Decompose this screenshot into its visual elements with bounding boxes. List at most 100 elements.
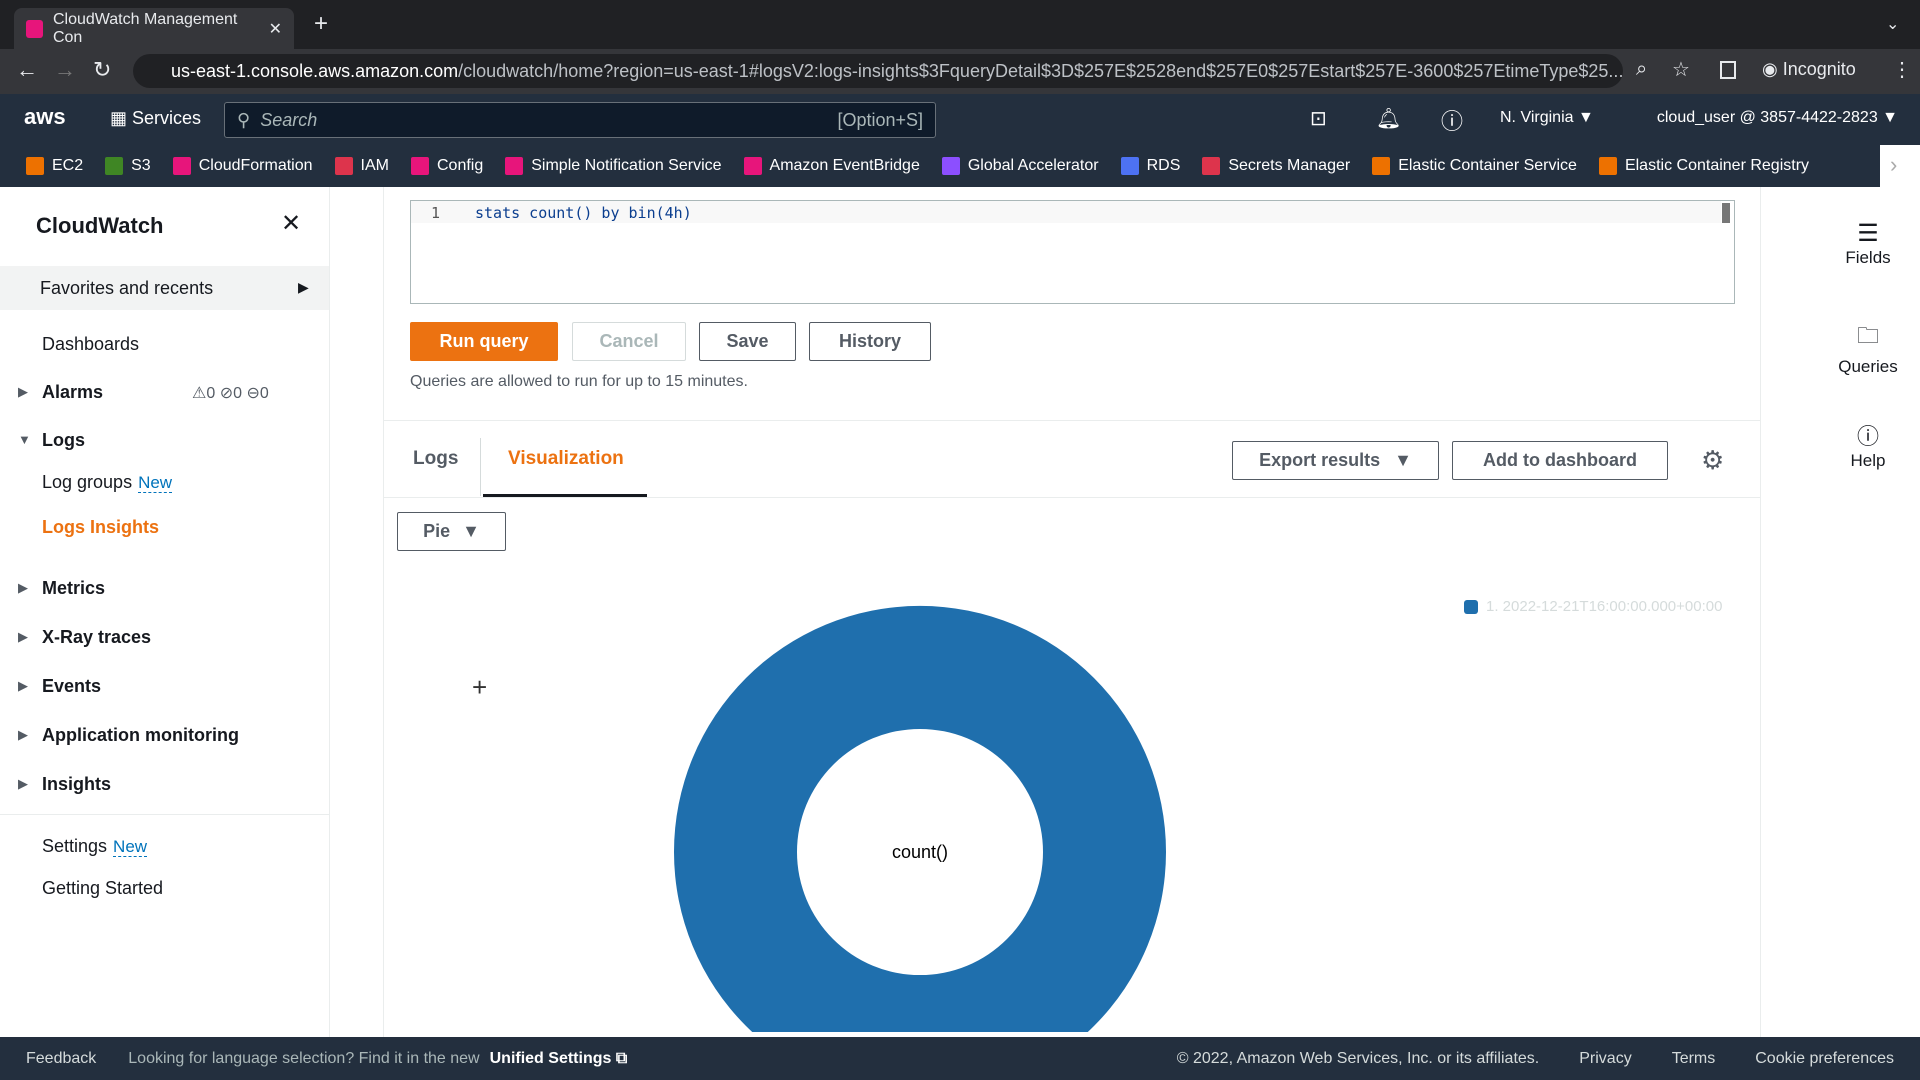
sidebar-item-xray[interactable]: X-Ray traces: [42, 627, 152, 647]
settings-gear-icon[interactable]: ⚙: [1701, 445, 1725, 475]
account-menu[interactable]: cloud_user @ 3857-4422-2823 ▼: [1656, 109, 1898, 126]
favorites-and-recents[interactable]: Favorites and recents ▶: [0, 266, 329, 310]
add-to-dashboard-button[interactable]: Add to dashboard: [1452, 441, 1668, 480]
main-content: [383, 187, 1761, 1037]
search-input[interactable]: ⚲ Search [Option+S]: [224, 102, 936, 138]
cloudshell-icon[interactable]: ⊡: [1310, 108, 1327, 130]
favorite-amazon-eventbridge[interactable]: Amazon EventBridge: [743, 157, 920, 175]
incognito-profile[interactable]: ◉ Incognito: [1762, 59, 1856, 79]
line-number: 1: [431, 204, 441, 222]
legend-item[interactable]: 1. 2022-12-21T16:00:00.000+00:00: [1464, 598, 1722, 615]
favorite-config[interactable]: Config: [410, 157, 483, 175]
crosshair-cursor-icon: +: [472, 672, 488, 702]
caret-down-icon: ▼: [462, 521, 480, 541]
favorite-rds[interactable]: RDS: [1120, 157, 1180, 175]
active-tab-indicator: [483, 494, 647, 497]
info-icon: ⓘ: [1856, 424, 1879, 449]
sidebar: CloudWatch ✕ Favorites and recents ▶ Dash…: [0, 187, 330, 1037]
sidebar-item-metrics[interactable]: Metrics: [42, 578, 106, 598]
pie-slice[interactable]: [674, 606, 1166, 1032]
service-icon: [1120, 157, 1139, 175]
sidebar-item-dashboards[interactable]: Dashboards: [42, 334, 140, 354]
fields-panel-button[interactable]: ☰ Fields: [1816, 219, 1920, 268]
language-note: Looking for language selection? Find it …: [128, 1049, 480, 1067]
favorite-elastic-container-service[interactable]: Elastic Container Service: [1372, 157, 1577, 175]
browser-menu-icon[interactable]: ⋮: [1892, 59, 1912, 81]
close-sidebar-icon[interactable]: ✕: [281, 210, 302, 237]
sidebar-item-log-groups[interactable]: Log groups New: [42, 472, 173, 493]
favorite-elastic-container-registry[interactable]: Elastic Container Registry: [1598, 157, 1809, 175]
sidebar-item-settings[interactable]: Settings New: [42, 836, 148, 857]
reload-icon[interactable]: ↻: [93, 57, 112, 82]
collapse-logs-icon[interactable]: ▼: [18, 432, 31, 447]
pie-chart: count(): [384, 560, 1760, 1032]
favorite-secrets-manager[interactable]: Secrets Manager: [1202, 157, 1350, 175]
expand-alarms-icon[interactable]: ▶: [18, 384, 28, 399]
caret-down-icon: ▼: [1394, 450, 1412, 470]
back-icon[interactable]: ←: [16, 57, 38, 82]
sidebar-item-logs[interactable]: Logs: [42, 430, 85, 450]
favorite-simple-notification-service[interactable]: Simple Notification Service: [505, 157, 722, 175]
feedback-link[interactable]: Feedback: [26, 1049, 97, 1067]
divider: [0, 814, 329, 815]
sidebar-item-insights[interactable]: Insights: [42, 774, 112, 794]
queries-panel-button[interactable]: 🗀 Queries: [1816, 319, 1920, 377]
region-selector[interactable]: N. Virginia ▼: [1500, 109, 1594, 126]
insufficient-icon: ⊖: [246, 385, 260, 402]
favorites-bar: EC2 S3 CloudFormation IAM Config Simple Notif…: [0, 145, 1880, 187]
service-icon: [941, 157, 960, 175]
sidebar-item-getting-started[interactable]: Getting Started: [42, 878, 164, 898]
services-menu[interactable]: ▦ Services: [110, 108, 202, 128]
footer-right: © 2022, Amazon Web Services, Inc. or its…: [1177, 1050, 1894, 1068]
chart-type-dropdown[interactable]: Pie ▼: [397, 512, 506, 551]
url-input[interactable]: us-east-1.console.aws.amazon.com/cloudwa…: [133, 54, 1623, 88]
favorite-ec2[interactable]: EC2: [26, 157, 83, 175]
service-icon: [1372, 157, 1391, 175]
service-icon: [410, 157, 429, 175]
terms-link[interactable]: Terms: [1671, 1049, 1716, 1067]
cookie-preferences-link[interactable]: Cookie preferences: [1755, 1049, 1894, 1067]
favorite-s3[interactable]: S3: [105, 157, 151, 175]
tab-logs[interactable]: Logs: [413, 448, 459, 469]
browser-tab[interactable]: CloudWatch Management Con ✕: [14, 8, 294, 49]
close-tab-icon[interactable]: ✕: [268, 20, 282, 38]
query-editor[interactable]: 1 stats count() by bin(4h): [410, 200, 1735, 304]
unified-settings-link[interactable]: Unified Settings ⧉: [489, 1049, 628, 1067]
export-results-button[interactable]: Export results ▼: [1232, 441, 1439, 480]
aws-logo[interactable]: aws: [24, 104, 66, 129]
folder-icon: 🗀: [1856, 323, 1879, 348]
new-tab-button[interactable]: +: [314, 10, 329, 37]
tab-search-icon[interactable]: ⌄: [1886, 16, 1900, 33]
incognito-icon: ◉: [1762, 59, 1783, 79]
zoom-icon[interactable]: ⌕: [1636, 58, 1648, 80]
service-icon: [505, 157, 524, 175]
browser-tab-bar: CloudWatch Management Con ✕ + ⌄: [0, 0, 1920, 49]
favorite-cloudformation[interactable]: CloudFormation: [172, 157, 313, 175]
notifications-bell-icon[interactable]: 🔔︎: [1376, 108, 1402, 130]
list-icon: ☰: [1857, 220, 1879, 247]
privacy-link[interactable]: Privacy: [1579, 1049, 1632, 1067]
forward-icon[interactable]: →: [54, 57, 76, 82]
sidebar-item-alarms[interactable]: Alarms: [42, 382, 104, 402]
history-button[interactable]: History: [809, 322, 931, 361]
alarm-counts: ⚠0 ⊘0 ⊖0: [192, 385, 269, 402]
tab-visualization[interactable]: Visualization: [508, 448, 624, 469]
tab-title: CloudWatch Management Con: [52, 10, 238, 46]
favorites-scroll-right-icon[interactable]: ›: [1890, 152, 1898, 177]
service-icon: [1598, 157, 1617, 175]
cancel-button[interactable]: Cancel: [572, 322, 686, 361]
sidebar-item-logs-insights[interactable]: Logs Insights: [42, 517, 159, 537]
sidebar-item-application-monitoring[interactable]: Application monitoring: [42, 725, 239, 745]
favorite-global-accelerator[interactable]: Global Accelerator: [941, 157, 1099, 175]
query-text[interactable]: stats count() by bin(4h): [475, 204, 692, 222]
editor-scrollbar[interactable]: [1722, 203, 1730, 223]
bookmark-star-icon[interactable]: ☆: [1672, 59, 1690, 81]
help-panel-button[interactable]: ⓘ Help: [1816, 419, 1920, 471]
favorite-iam[interactable]: IAM: [334, 157, 389, 175]
help-icon[interactable]: ⓘ: [1441, 109, 1464, 134]
sidebar-item-events[interactable]: Events: [42, 676, 102, 696]
save-button[interactable]: Save: [699, 322, 796, 361]
right-panel: ☰ Fields 🗀 Queries ⓘ Help: [1816, 187, 1920, 1037]
side-panel-icon[interactable]: [1720, 61, 1736, 79]
run-query-button[interactable]: Run query: [410, 322, 558, 361]
